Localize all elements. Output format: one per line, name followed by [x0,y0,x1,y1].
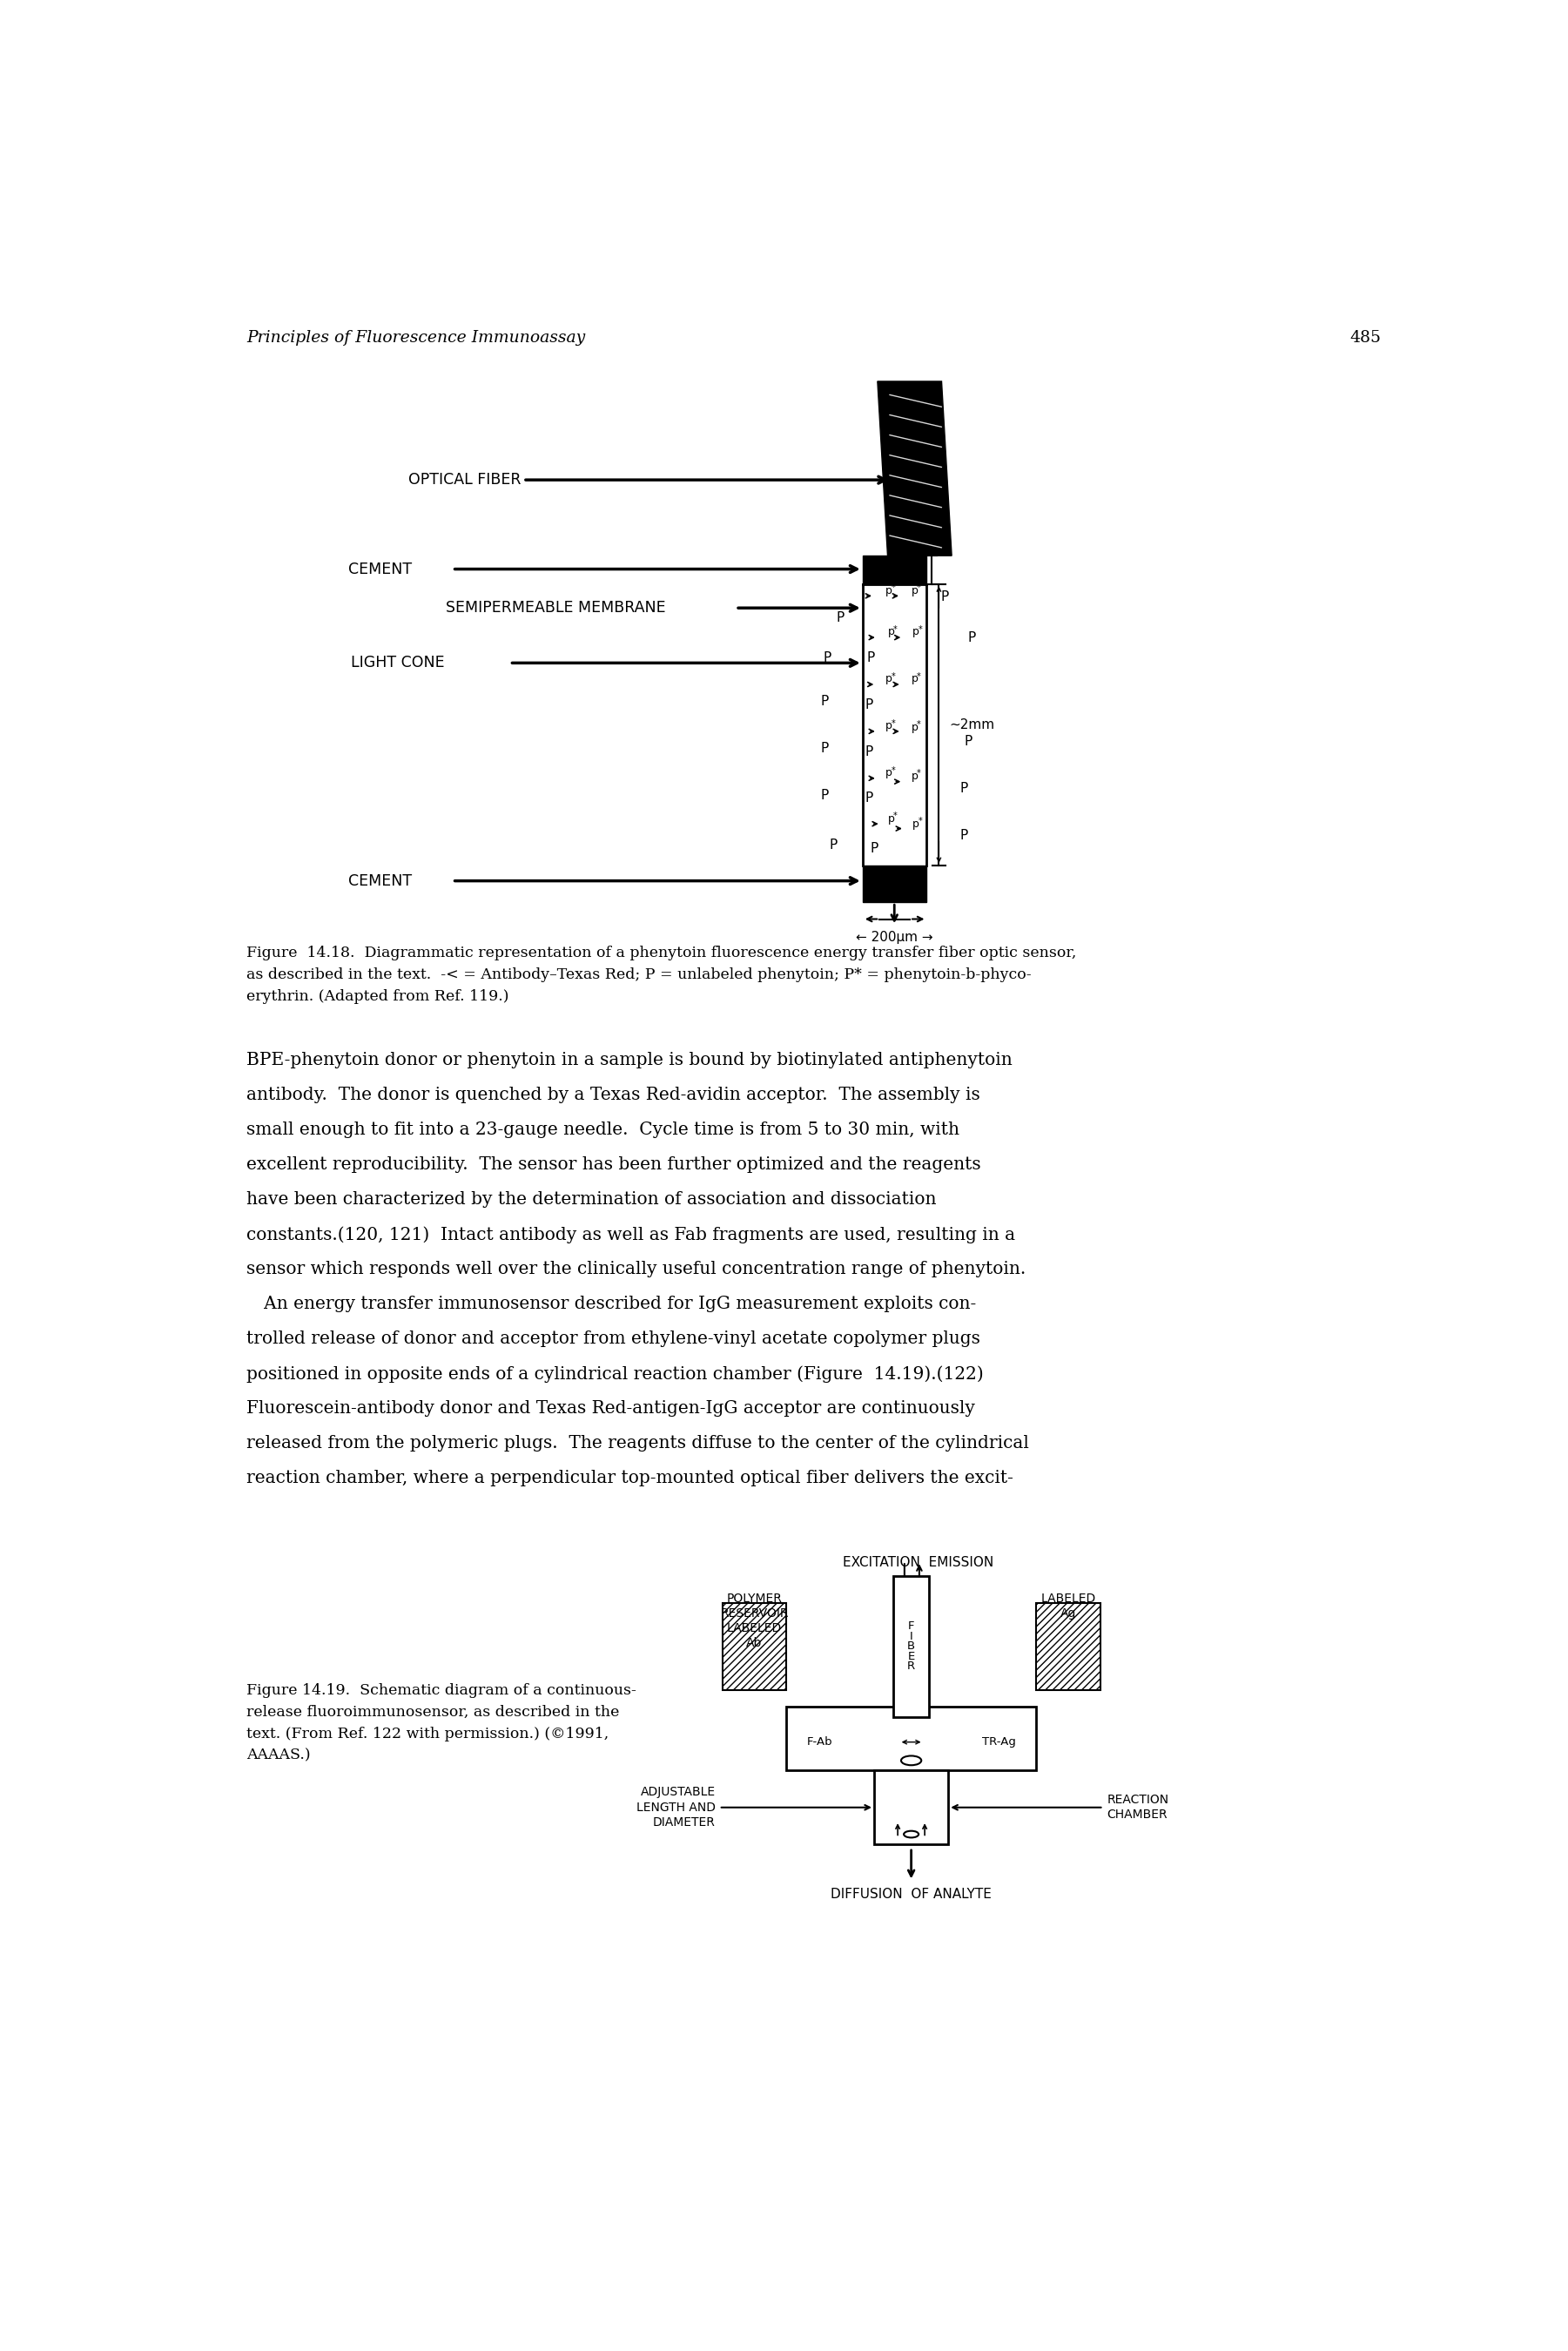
Bar [862,555,927,583]
Bar [1036,1603,1101,1690]
Text: EXCITATION  EMISSION: EXCITATION EMISSION [842,1556,994,1568]
Text: ~2mm: ~2mm [949,717,994,731]
Text: p: p [886,672,892,684]
Text: LIGHT CONE: LIGHT CONE [351,656,445,670]
Bar [862,865,927,903]
Text: P: P [829,839,837,851]
Text: P: P [866,698,873,710]
Text: F-Ab: F-Ab [808,1737,833,1747]
Text: have been characterized by the determination of association and dissociation: have been characterized by the determina… [246,1192,936,1208]
Text: SEMIPERMEABLE MEMBRANE: SEMIPERMEABLE MEMBRANE [445,600,665,616]
Text: p: p [886,585,892,597]
Text: *: * [891,672,895,682]
Text: *: * [891,719,895,729]
Text: excellent reproducibility.  The sensor has been further optimized and the reagen: excellent reproducibility. The sensor ha… [246,1157,982,1173]
Text: Fluorescein-antibody donor and Texas Red-antigen-IgG acceptor are continuously: Fluorescein-antibody donor and Texas Red… [246,1401,975,1418]
Text: *: * [917,719,920,729]
Text: p: p [913,625,919,637]
Text: REACTION
CHAMBER: REACTION CHAMBER [1107,1794,1168,1822]
Text: ← 200μm →: ← 200μm → [856,931,933,945]
Text: reaction chamber, where a perpendicular top-mounted optical fiber delivers the e: reaction chamber, where a perpendicular … [246,1469,1013,1486]
Text: P: P [964,736,972,748]
Text: Principles of Fluorescence Immunoassay: Principles of Fluorescence Immunoassay [246,331,585,346]
Text: DIFFUSION  OF ANALYTE: DIFFUSION OF ANALYTE [831,1888,991,1902]
Text: p: p [911,585,919,597]
Text: F
I
B
E
R: F I B E R [908,1620,916,1672]
Text: P: P [967,630,975,644]
Text: *: * [894,811,897,820]
Text: *: * [891,766,895,773]
Bar [723,1603,787,1690]
Text: *: * [917,769,920,778]
Text: *: * [917,583,920,592]
Bar [787,1707,1036,1770]
Text: P: P [836,611,845,623]
Text: *: * [891,583,895,592]
Text: OPTICAL FIBER: OPTICAL FIBER [409,473,521,487]
Text: CEMENT: CEMENT [348,562,411,576]
Text: P: P [867,651,875,663]
Text: p: p [911,771,919,783]
Text: *: * [917,816,922,825]
Polygon shape [878,381,952,555]
Text: POLYMER
RESERVOIR
LABELED
Ab: POLYMER RESERVOIR LABELED Ab [720,1594,789,1648]
Text: positioned in opposite ends of a cylindrical reaction chamber (Figure  14.19).(1: positioned in opposite ends of a cylindr… [246,1366,983,1382]
Text: Figure  14.18.  Diagrammatic representation of a phenytoin fluorescence energy t: Figure 14.18. Diagrammatic representatio… [246,945,1077,1004]
Text: released from the polymeric plugs.  The reagents diffuse to the center of the cy: released from the polymeric plugs. The r… [246,1436,1029,1453]
Text: P: P [820,694,829,708]
Text: P: P [866,745,873,757]
Text: *: * [894,625,897,635]
Text: p: p [913,818,919,830]
Text: trolled release of donor and acceptor from ethylene-vinyl acetate copolymer plug: trolled release of donor and acceptor fr… [246,1331,980,1347]
Text: 485: 485 [1350,331,1381,346]
Text: P: P [960,783,967,795]
Text: antibody.  The donor is quenched by a Texas Red-avidin acceptor.  The assembly i: antibody. The donor is quenched by a Tex… [246,1086,980,1103]
Text: *: * [917,672,920,682]
Ellipse shape [902,1756,922,1766]
Text: constants.(120, 121)  Intact antibody as well as Fab fragments are used, resulti: constants.(120, 121) Intact antibody as … [246,1227,1016,1244]
Text: An energy transfer immunosensor described for IgG measurement exploits con-: An energy transfer immunosensor describe… [246,1295,977,1312]
Text: P: P [866,792,873,804]
Text: P: P [870,842,878,856]
Text: TR-Ag: TR-Ag [982,1737,1016,1747]
Text: *: * [917,625,922,635]
Text: P: P [820,741,829,755]
Bar [894,1575,928,1716]
Text: ADJUSTABLE
LENGTH AND
DIAMETER: ADJUSTABLE LENGTH AND DIAMETER [637,1787,715,1829]
Text: sensor which responds well over the clinically useful concentration range of phe: sensor which responds well over the clin… [246,1260,1025,1277]
Ellipse shape [903,1831,919,1838]
Text: CEMENT: CEMENT [348,872,411,889]
Text: p: p [887,813,894,825]
Text: p: p [886,719,892,731]
Text: p: p [911,722,919,734]
Bar [873,1770,949,1843]
Text: P: P [820,788,829,802]
Text: Figure 14.19.  Schematic diagram of a continuous-
release fluoroimmunosensor, as: Figure 14.19. Schematic diagram of a con… [246,1683,637,1763]
Text: P: P [823,651,831,663]
Text: P: P [941,590,949,604]
Text: p: p [886,766,892,778]
Text: LABELED
Ag: LABELED Ag [1041,1594,1096,1620]
Text: P: P [960,830,967,842]
Text: p: p [911,672,919,684]
Text: p: p [887,625,894,637]
Text: BPE-phenytoin donor or phenytoin in a sample is bound by biotinylated antiphenyt: BPE-phenytoin donor or phenytoin in a sa… [246,1051,1013,1067]
Text: small enough to fit into a 23-gauge needle.  Cycle time is from 5 to 30 min, wit: small enough to fit into a 23-gauge need… [246,1121,960,1138]
